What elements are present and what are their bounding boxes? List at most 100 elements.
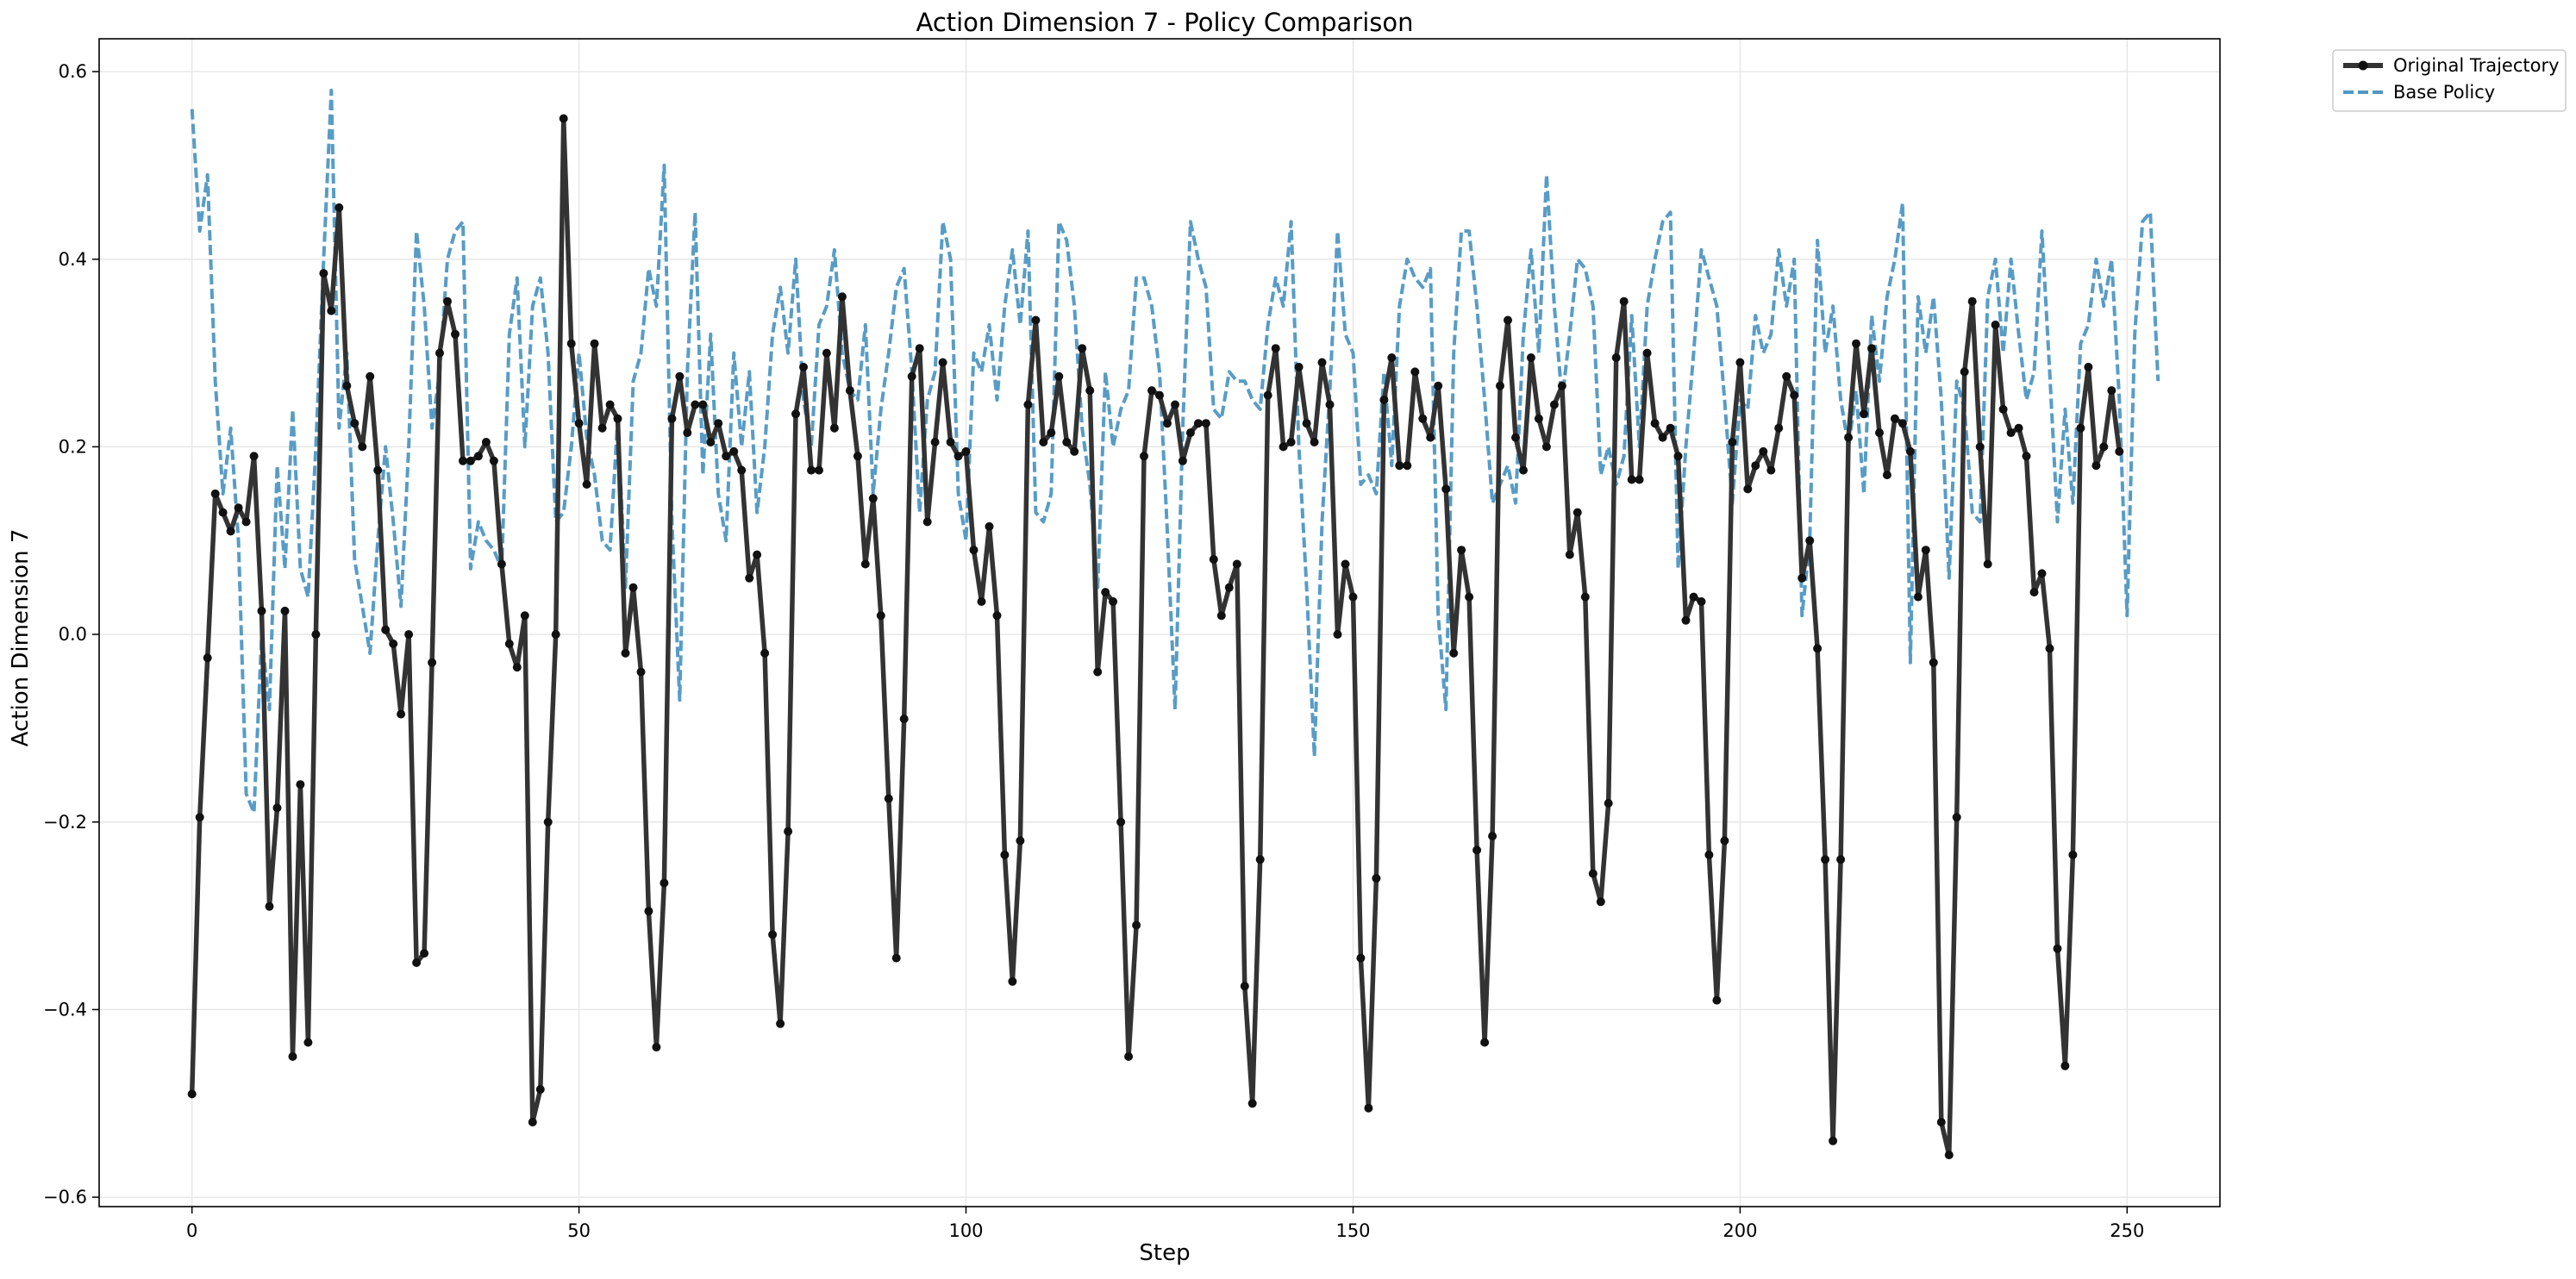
data-point-original-trajectory <box>992 611 1002 621</box>
data-point-original-trajectory <box>698 400 708 409</box>
data-point-original-trajectory <box>837 292 847 302</box>
y-tick-label: −0.4 <box>43 999 87 1020</box>
data-point-original-trajectory <box>1255 855 1265 864</box>
data-point-original-trajectory <box>1387 353 1397 362</box>
data-point-original-trajectory <box>1147 386 1156 396</box>
data-point-original-trajectory <box>675 371 685 381</box>
data-point-original-trajectory <box>1185 428 1195 438</box>
data-point-original-trajectory <box>1294 362 1304 371</box>
data-point-original-trajectory <box>187 1089 197 1099</box>
data-point-original-trajectory <box>2022 452 2031 461</box>
data-point-original-trajectory <box>1991 320 2000 329</box>
data-point-original-trajectory <box>226 527 235 536</box>
series-layer <box>187 88 2160 1160</box>
data-point-original-trajectory <box>203 653 212 663</box>
data-point-original-trajectory <box>683 428 692 438</box>
data-point-original-trajectory <box>528 1118 537 1126</box>
data-point-original-trajectory <box>2107 386 2116 396</box>
data-point-original-trajectory <box>296 780 305 789</box>
data-point-original-trajectory <box>899 714 909 724</box>
data-point-original-trajectory <box>922 517 932 527</box>
data-point-original-trajectory <box>807 465 816 475</box>
data-point-original-trajectory <box>234 503 243 513</box>
data-point-original-trajectory <box>1434 381 1443 390</box>
data-point-original-trajectory <box>1658 433 1667 442</box>
data-point-original-trajectory <box>303 1038 313 1047</box>
data-point-original-trajectory <box>1774 423 1784 433</box>
data-point-original-trajectory <box>389 640 398 648</box>
data-point-original-trajectory <box>435 348 444 358</box>
data-point-original-trajectory <box>1728 438 1737 446</box>
data-point-original-trajectory <box>497 559 506 569</box>
data-point-original-trajectory <box>1426 433 1435 442</box>
data-point-original-trajectory <box>2115 446 2124 456</box>
data-point-original-trajectory <box>969 546 979 555</box>
data-point-original-trajectory <box>853 452 862 461</box>
data-point-original-trajectory <box>1983 559 1992 569</box>
x-tick-label: 150 <box>1335 1220 1370 1241</box>
data-point-original-trajectory <box>582 480 591 489</box>
data-point-original-trajectory <box>335 203 344 212</box>
data-point-original-trajectory <box>1008 976 1017 986</box>
data-point-original-trajectory <box>1836 855 1846 864</box>
data-point-original-trajectory <box>1681 615 1691 625</box>
legend-marker-original-trajectory <box>2358 60 2368 71</box>
data-point-original-trajectory <box>481 438 491 446</box>
data-point-original-trajectory <box>2068 850 2078 859</box>
data-point-original-trajectory <box>512 663 522 672</box>
data-point-original-trajectory <box>566 339 576 348</box>
data-point-original-trajectory <box>381 625 391 634</box>
data-point-original-trajectory <box>1240 982 1249 991</box>
x-tick-label: 200 <box>1723 1220 1757 1241</box>
chart-title: Action Dimension 7 - Policy Comparison <box>916 8 1413 37</box>
legend-frame <box>2332 49 2567 112</box>
plot-frame <box>98 38 2221 1207</box>
data-point-original-trajectory <box>1372 874 1381 883</box>
data-point-original-trajectory <box>1929 658 1938 667</box>
data-point-original-trajectory <box>691 400 700 409</box>
data-point-original-trajectory <box>1093 667 1103 677</box>
data-point-original-trajectory <box>1890 414 1899 423</box>
data-point-original-trajectory <box>1465 592 1474 602</box>
data-point-original-trajectory <box>613 414 622 423</box>
data-point-original-trajectory <box>1604 799 1613 808</box>
data-point-original-trajectory <box>1279 442 1288 452</box>
data-point-original-trajectory <box>1572 508 1582 517</box>
data-point-original-trajectory <box>1132 920 1141 930</box>
data-point-original-trajectory <box>218 508 228 517</box>
data-point-original-trajectory <box>1697 597 1706 606</box>
data-point-original-trajectory <box>210 489 220 498</box>
y-tick-label: 0.2 <box>59 436 87 457</box>
data-point-original-trajectory <box>1975 442 1985 452</box>
data-point-original-trajectory <box>265 902 274 911</box>
data-point-original-trajectory <box>451 329 460 339</box>
data-point-original-trajectory <box>1403 461 1412 471</box>
data-point-original-trajectory <box>791 409 800 419</box>
data-point-original-trajectory <box>1952 813 1961 822</box>
data-point-original-trajectory <box>597 423 607 433</box>
data-point-original-trajectory <box>1325 400 1335 409</box>
data-point-original-trajectory <box>397 709 406 719</box>
data-point-original-trajectory <box>1588 869 1597 878</box>
data-point-original-trajectory <box>1766 465 1776 475</box>
data-point-original-trajectory <box>768 930 778 939</box>
data-point-original-trajectory <box>1743 484 1753 494</box>
data-point-original-trajectory <box>1921 546 1930 555</box>
data-point-original-trajectory <box>420 949 429 958</box>
data-point-original-trajectory <box>1101 588 1110 597</box>
data-point-original-trajectory <box>930 438 940 446</box>
data-point-original-trajectory <box>1511 433 1520 442</box>
data-point-original-trajectory <box>822 348 831 358</box>
data-point-original-trajectory <box>938 358 947 367</box>
data-point-original-trajectory <box>1116 817 1126 827</box>
data-point-original-trajectory <box>1798 573 1807 583</box>
data-point-original-trajectory <box>652 1043 661 1051</box>
data-point-original-trajectory <box>1216 611 1226 621</box>
y-tick-label: 0.0 <box>59 624 87 645</box>
data-point-original-trajectory <box>311 630 321 640</box>
data-point-original-trajectory <box>1867 344 1876 353</box>
data-point-original-trajectory <box>760 648 770 658</box>
data-point-original-trajectory <box>1712 995 1722 1005</box>
data-point-original-trajectory <box>1557 381 1566 390</box>
